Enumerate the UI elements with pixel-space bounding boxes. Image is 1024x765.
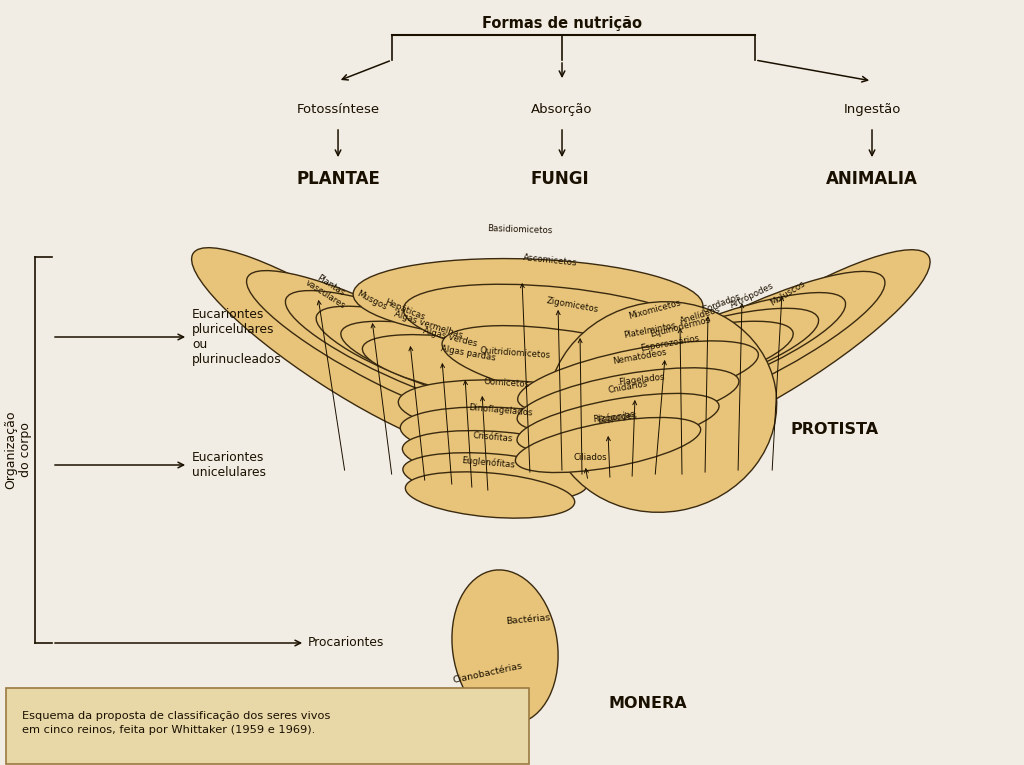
Text: Anelídeos: Anelídeos bbox=[679, 304, 722, 325]
Text: Rizópodes: Rizópodes bbox=[593, 410, 638, 424]
Text: Esponjas: Esponjas bbox=[596, 409, 636, 425]
FancyBboxPatch shape bbox=[6, 688, 529, 764]
Ellipse shape bbox=[406, 472, 574, 518]
Text: Esporozoários: Esporozoários bbox=[640, 334, 700, 353]
Text: Ingestão: Ingestão bbox=[844, 103, 901, 116]
Text: Crisófitas: Crisófitas bbox=[473, 431, 513, 443]
Text: Algas vermelhas: Algas vermelhas bbox=[392, 310, 464, 340]
Text: Artrópodes: Artrópodes bbox=[729, 280, 775, 310]
Text: ANIMALIA: ANIMALIA bbox=[826, 170, 918, 188]
Text: Procariontes: Procariontes bbox=[308, 636, 384, 649]
Text: FUNGI: FUNGI bbox=[530, 170, 590, 188]
Text: Zigomicetos: Zigomicetos bbox=[545, 296, 599, 314]
Text: Basidiomicetos: Basidiomicetos bbox=[487, 224, 553, 236]
Ellipse shape bbox=[442, 326, 718, 409]
Text: Cordados: Cordados bbox=[701, 291, 742, 314]
Text: Bactérias: Bactérias bbox=[506, 614, 551, 627]
Ellipse shape bbox=[286, 291, 564, 419]
Text: Flagelados: Flagelados bbox=[618, 373, 666, 387]
Ellipse shape bbox=[191, 248, 493, 452]
Ellipse shape bbox=[564, 292, 846, 418]
Text: Quitridiomicetos: Quitridiomicetos bbox=[479, 346, 551, 360]
Ellipse shape bbox=[398, 380, 638, 440]
Text: Equinodermos: Equinodermos bbox=[649, 315, 712, 339]
Ellipse shape bbox=[591, 272, 885, 428]
Ellipse shape bbox=[403, 285, 717, 366]
Text: Musgos: Musgos bbox=[355, 288, 389, 311]
Ellipse shape bbox=[517, 368, 739, 432]
Text: Cianobactérias: Cianobactérias bbox=[453, 661, 523, 685]
Text: PLANTAE: PLANTAE bbox=[296, 170, 380, 188]
Text: Moluscos: Moluscos bbox=[769, 278, 807, 308]
Text: Mixomicetos: Mixomicetos bbox=[628, 298, 682, 321]
Text: Dinoflagelados: Dinoflagelados bbox=[468, 402, 532, 417]
Ellipse shape bbox=[518, 341, 759, 413]
Text: Plantas
vasculares: Plantas vasculares bbox=[303, 269, 352, 311]
Ellipse shape bbox=[546, 308, 818, 412]
Ellipse shape bbox=[247, 271, 534, 429]
Text: Fotossíntese: Fotossíntese bbox=[297, 103, 380, 116]
Ellipse shape bbox=[341, 321, 603, 409]
Text: Euglenófitas: Euglenófitas bbox=[461, 456, 515, 470]
Ellipse shape bbox=[547, 301, 777, 513]
Ellipse shape bbox=[402, 431, 602, 483]
Text: Algas verdes: Algas verdes bbox=[422, 326, 478, 348]
Ellipse shape bbox=[517, 393, 719, 453]
Ellipse shape bbox=[530, 321, 794, 409]
Ellipse shape bbox=[400, 407, 620, 463]
Ellipse shape bbox=[353, 259, 702, 341]
Text: Eucariontes
pluricelulares
ou
plurinucleados: Eucariontes pluricelulares ou plurinucle… bbox=[193, 308, 282, 366]
Text: Absorção: Absorção bbox=[531, 103, 593, 116]
Text: Nematódeos: Nematódeos bbox=[612, 348, 668, 366]
Text: MONERA: MONERA bbox=[608, 695, 687, 711]
Ellipse shape bbox=[362, 334, 613, 405]
Text: Ascomicetos: Ascomicetos bbox=[522, 252, 578, 267]
Text: Eucariontes
unicelulares: Eucariontes unicelulares bbox=[193, 451, 266, 479]
Ellipse shape bbox=[515, 418, 700, 473]
Text: Algas pardas: Algas pardas bbox=[440, 343, 497, 363]
Ellipse shape bbox=[316, 306, 588, 414]
Text: Esquema da proposta de classificação dos seres vivos
em cinco reinos, feita por : Esquema da proposta de classificação dos… bbox=[23, 711, 331, 734]
Text: Hepáticas: Hepáticas bbox=[383, 298, 427, 322]
Text: Formas de nutrição: Formas de nutrição bbox=[482, 16, 642, 31]
Text: Cnidários: Cnidários bbox=[607, 379, 648, 395]
Text: Ciliados: Ciliados bbox=[573, 453, 607, 461]
Text: Organização
do corpo: Organização do corpo bbox=[4, 411, 32, 490]
Text: Platelmintos: Platelmintos bbox=[623, 321, 677, 340]
Text: PROTISTA: PROTISTA bbox=[790, 422, 879, 438]
Ellipse shape bbox=[626, 249, 930, 451]
Ellipse shape bbox=[452, 570, 558, 724]
Text: Oomicetos: Oomicetos bbox=[483, 377, 530, 389]
Ellipse shape bbox=[402, 453, 587, 501]
